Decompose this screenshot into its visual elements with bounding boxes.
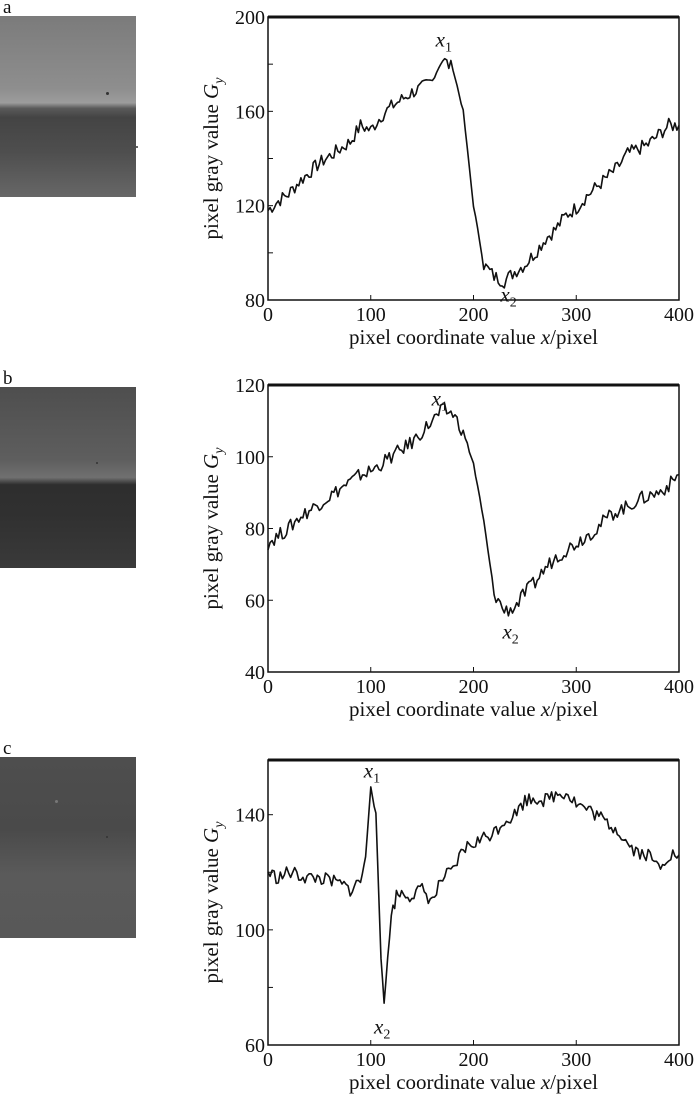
y-tick-label: 80 (245, 519, 265, 541)
y-tick-label: 120 (235, 375, 265, 397)
x-tick-label: 400 (664, 676, 694, 698)
annotation-subscript: 1 (445, 41, 452, 56)
y-tick-label: 140 (235, 805, 265, 827)
x-axis-label: pixel coordinate value x/pixel (349, 1070, 598, 1094)
plot-frame (267, 16, 680, 301)
x-axis-label-var: x (540, 325, 551, 349)
series-line (267, 402, 680, 617)
panel-label-c: c (3, 738, 12, 759)
annotation-subscript: 2 (510, 295, 517, 310)
x-tick-label: 400 (664, 304, 694, 326)
y-axis-label: pixel gray value Gy (199, 447, 227, 610)
x-axis-label: pixel coordinate value x/pixel (349, 325, 598, 349)
x-tick-label: 300 (561, 1049, 591, 1071)
panel-label-a: a (3, 0, 12, 18)
panel-label-b: b (3, 368, 13, 389)
x-axis-label-unit: /pixel (550, 697, 598, 721)
annotation-x2: x2 (501, 620, 518, 648)
annotation-subscript: 1 (441, 399, 448, 414)
x-tick-label: 200 (459, 1049, 489, 1071)
y-tick-label: 60 (245, 590, 265, 612)
y-tick-label: 100 (235, 447, 265, 469)
y-axis-label: pixel gray value Gy (199, 821, 227, 984)
y-axis-label-var: G (199, 454, 223, 469)
y-axis-label: pixel gray value Gy (199, 77, 227, 240)
annotation-x2: x2 (373, 1015, 390, 1043)
y-tick-label: 60 (245, 1035, 265, 1057)
y-tick-label: 200 (235, 7, 265, 29)
x-axis-label-var: x (540, 697, 551, 721)
x-tick-label: 100 (356, 1049, 386, 1071)
y-axis-label-sub: y (212, 77, 227, 86)
x-axis-label: pixel coordinate value x/pixel (349, 697, 598, 721)
x-tick-label: 100 (356, 304, 386, 326)
series-line (267, 57, 680, 289)
y-axis-label-var: G (199, 84, 223, 99)
chart-panel-b: 0 100 200 300 400 40 60 80 100 120 pixel coordinat… (199, 375, 694, 721)
x-tick-label: 200 (459, 304, 489, 326)
x-axis-label-unit: /pixel (550, 325, 598, 349)
y-tick-label: 160 (235, 101, 265, 123)
x-tick-label: 400 (664, 1049, 694, 1071)
plot-frame (267, 759, 680, 1046)
annotation-subscript: 2 (383, 1028, 390, 1043)
x-tick-label: 100 (356, 676, 386, 698)
x-axis-label-var: x (540, 1070, 551, 1094)
x-tick-label: 300 (561, 304, 591, 326)
annotation-x1: x1 (363, 759, 380, 787)
sample-image-b (0, 387, 136, 568)
annotation-subscript: 2 (512, 633, 519, 648)
y-tick-label: 100 (235, 920, 265, 942)
sample-image-a (0, 16, 138, 197)
x-tick-label: 300 (561, 676, 591, 698)
annotation-x1: x1 (431, 386, 448, 414)
y-axis-label-sub: y (212, 821, 227, 830)
sample-image-c (0, 757, 136, 938)
y-axis-label-sub: y (212, 447, 227, 456)
x-tick-label: 200 (459, 676, 489, 698)
chart-panel-c: 0 100 200 300 400 60 100 140 pixel coordinate va… (199, 758, 694, 1094)
x-axis-label-unit: /pixel (550, 1070, 598, 1094)
plot-frame (267, 384, 680, 673)
y-tick-label: 80 (245, 290, 265, 312)
annotation-x1: x1 (435, 28, 452, 56)
y-tick-label: 120 (235, 196, 265, 218)
y-tick-label: 40 (245, 662, 265, 684)
y-axis-label-var: G (199, 828, 223, 843)
x-tick-label: 0 (263, 676, 273, 698)
annotation-x2: x2 (499, 282, 516, 310)
x-tick-label: 0 (263, 304, 273, 326)
series-line (267, 786, 680, 1005)
annotation-subscript: 1 (373, 772, 380, 787)
x-tick-label: 0 (263, 1049, 273, 1071)
